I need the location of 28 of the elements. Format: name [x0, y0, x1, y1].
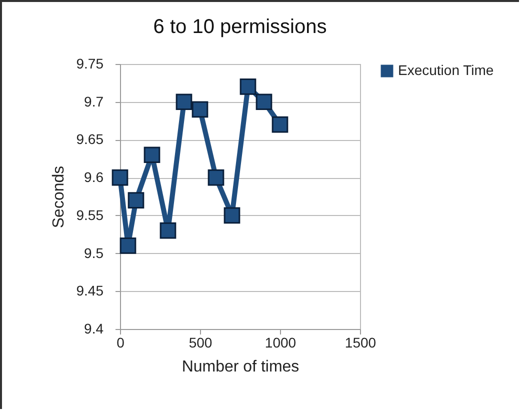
y-tick-label: 9.55	[76, 206, 104, 223]
y-tick-label: 9.65	[76, 131, 104, 148]
point	[256, 94, 272, 110]
y-tick-label: 9.4	[84, 320, 104, 336]
x-tick-label: 0	[116, 334, 125, 350]
x-axis-title: Number of times	[182, 358, 300, 376]
point	[112, 169, 128, 186]
y-tick-label: 9.75	[76, 56, 104, 72]
point	[208, 169, 224, 186]
point	[192, 101, 208, 118]
y-tick-label: 9.7	[84, 93, 104, 110]
x-tick-label: 1500	[344, 334, 376, 350]
y-tick-label: 9.5	[84, 244, 104, 261]
point	[160, 222, 176, 239]
point	[128, 192, 144, 208]
y-axis-title: Seconds	[50, 166, 68, 228]
point	[224, 207, 240, 224]
point	[120, 238, 136, 254]
point	[176, 94, 192, 110]
y-tick-label: 9.45	[76, 282, 104, 299]
point	[240, 78, 256, 95]
x-tick-label: 1000	[264, 334, 296, 350]
legend-label: Execution Time	[398, 62, 494, 78]
chart-title: 6 to 10 permissions	[153, 16, 327, 38]
x-tick-label: 500	[188, 334, 212, 350]
point	[144, 146, 160, 164]
point	[272, 116, 288, 133]
y-tick-label: 9.6	[84, 169, 104, 186]
